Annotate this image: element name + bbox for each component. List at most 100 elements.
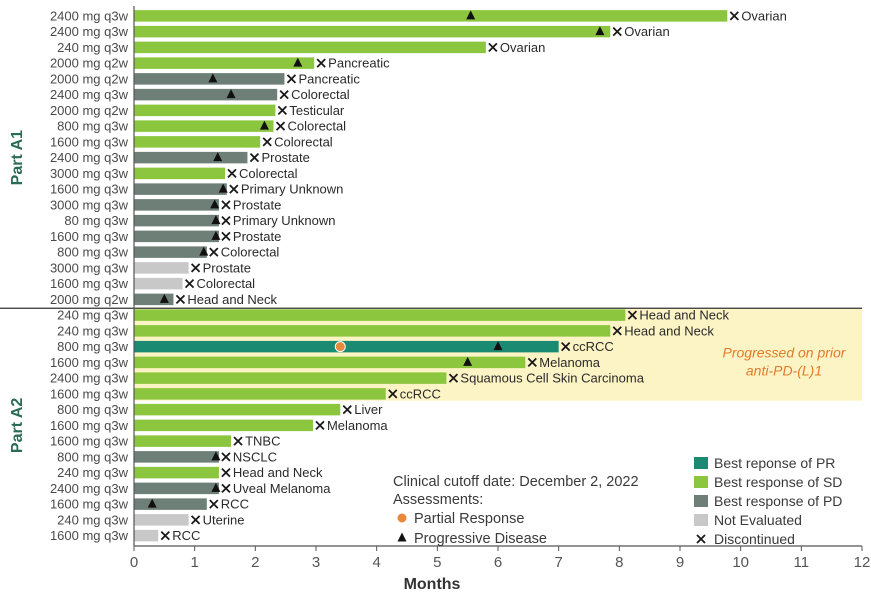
- discontinued-marker: [221, 215, 231, 226]
- response-bar: [134, 388, 386, 400]
- patient-row: [134, 435, 243, 447]
- dose-label: 1600 mg q3w: [50, 434, 129, 449]
- discontinued-marker: [388, 389, 398, 399]
- response-bar: [134, 466, 219, 479]
- tumor-type-label: Uveal Melanoma: [233, 481, 331, 496]
- discontinued-marker: [488, 42, 498, 53]
- patient-row: [134, 388, 398, 400]
- response-bar: [134, 277, 183, 290]
- patient-row: [134, 293, 186, 306]
- dose-label: 2400 mg q3w: [50, 87, 129, 102]
- discontinued-marker: [233, 436, 243, 446]
- tumor-type-label: Colorectal: [239, 166, 298, 181]
- discontinued-marker: [221, 200, 231, 210]
- legend-label: Discontinued: [714, 531, 795, 547]
- legend-swatch: [694, 495, 708, 507]
- tumor-type-label: Prostate: [261, 150, 309, 165]
- legend-swatch: [694, 476, 708, 488]
- x-tick-label: 2: [251, 554, 259, 571]
- patient-row: [134, 25, 622, 38]
- response-bar: [134, 356, 526, 369]
- response-bar: [134, 435, 232, 447]
- tumor-type-label: RCC: [172, 528, 200, 543]
- dose-label: 2000 mg q2w: [50, 292, 129, 307]
- x-tick-label: 1: [190, 554, 198, 571]
- dose-label: 800 mg q3w: [57, 119, 128, 134]
- discontinued-marker: [627, 310, 638, 320]
- dose-label: 80 mg q3w: [64, 213, 128, 228]
- tumor-type-label: Uterine: [203, 512, 245, 527]
- tumor-type-label: Pancreatic: [298, 71, 360, 86]
- x-tick-label: 9: [676, 554, 684, 571]
- dose-label: 2000 mg q2w: [50, 71, 129, 86]
- response-bar: [134, 325, 611, 337]
- discontinued-marker: [262, 137, 272, 147]
- response-bar: [134, 482, 219, 495]
- tumor-type-label: RCC: [221, 497, 249, 512]
- patient-row: [134, 246, 219, 258]
- response-bar: [134, 403, 341, 416]
- progressive-disease-marker: [211, 215, 221, 225]
- legend-swatch: [694, 457, 708, 469]
- response-bar: [134, 151, 248, 164]
- highlight-layer: [134, 308, 862, 401]
- response-bar: [134, 120, 274, 132]
- patient-row: [134, 151, 260, 164]
- dose-label: 3000 mg q3w: [50, 260, 129, 275]
- dose-label: 240 mg q3w: [57, 465, 128, 480]
- patient-row: [134, 41, 498, 54]
- patient-row: [134, 167, 237, 180]
- response-bar: [134, 57, 315, 69]
- assessments-heading: Assessments:: [393, 492, 483, 508]
- discontinued-marker: [190, 515, 201, 525]
- dose-label: 2400 mg q3w: [50, 481, 129, 496]
- tumor-type-label: ccRCC: [573, 339, 614, 354]
- progressive-disease-marker: [147, 498, 157, 508]
- progressive-disease-marker: [463, 356, 473, 366]
- x-tick-label: 10: [732, 554, 749, 571]
- x-tick-label: 4: [372, 554, 380, 571]
- dose-label: 1600 mg q3w: [50, 182, 129, 197]
- progressed-annotation-line1: Progressed on prior: [723, 344, 847, 360]
- dose-label: 800 mg q3w: [57, 449, 128, 464]
- tumor-type-label: Pancreatic: [328, 56, 390, 71]
- discontinued-marker: [221, 452, 231, 462]
- tumor-type-label: Colorectal: [291, 87, 350, 102]
- notes-layer: Clinical cutoff date: December 2, 2022 As…: [393, 474, 639, 547]
- patient-row: [134, 403, 352, 416]
- response-bar: [134, 451, 219, 463]
- progressive-disease-marker: [199, 246, 209, 256]
- patient-row: [134, 356, 537, 369]
- tumor-type-label: Ovarian: [741, 8, 787, 23]
- patient-row: [134, 10, 739, 22]
- tumor-type-label: Liver: [354, 402, 383, 417]
- legend-swatch: [694, 514, 708, 526]
- tumor-type-label: Melanoma: [539, 355, 600, 370]
- x-axis-title: Months: [404, 576, 461, 593]
- tumor-type-label: Melanoma: [327, 418, 388, 433]
- patient-row: [134, 120, 286, 132]
- discontinued-marker: [221, 231, 231, 242]
- labels-layer: 2400 mg q3w Ovarian 2400 mg q3w Ovarian 240 …: [9, 8, 847, 543]
- discontinued-marker: [729, 11, 739, 21]
- dose-label: 2000 mg q2w: [50, 103, 129, 118]
- legend-layer: Best reponse of PR Best response of SD Bes…: [694, 455, 842, 547]
- discontinued-marker: [221, 483, 231, 494]
- tumor-type-label: ccRCC: [400, 386, 441, 401]
- legend-label: Not Evaluated: [714, 512, 802, 528]
- progressive-disease-marker: [211, 230, 221, 240]
- dose-label: 800 mg q3w: [57, 339, 128, 354]
- tumor-type-label: Colorectal: [288, 119, 347, 134]
- response-bar: [134, 340, 559, 353]
- x-tick-label: 3: [312, 554, 320, 571]
- dose-label: 1600 mg q3w: [50, 497, 129, 512]
- patient-row: [134, 57, 326, 69]
- tumor-type-label: Colorectal: [274, 134, 333, 149]
- partial-response-key: Partial Response: [414, 511, 524, 527]
- x-tick-label: 7: [554, 554, 562, 571]
- patient-row: [134, 498, 219, 510]
- tumor-type-label: Prostate: [233, 229, 281, 244]
- tumor-type-label: Head and Neck: [233, 465, 323, 480]
